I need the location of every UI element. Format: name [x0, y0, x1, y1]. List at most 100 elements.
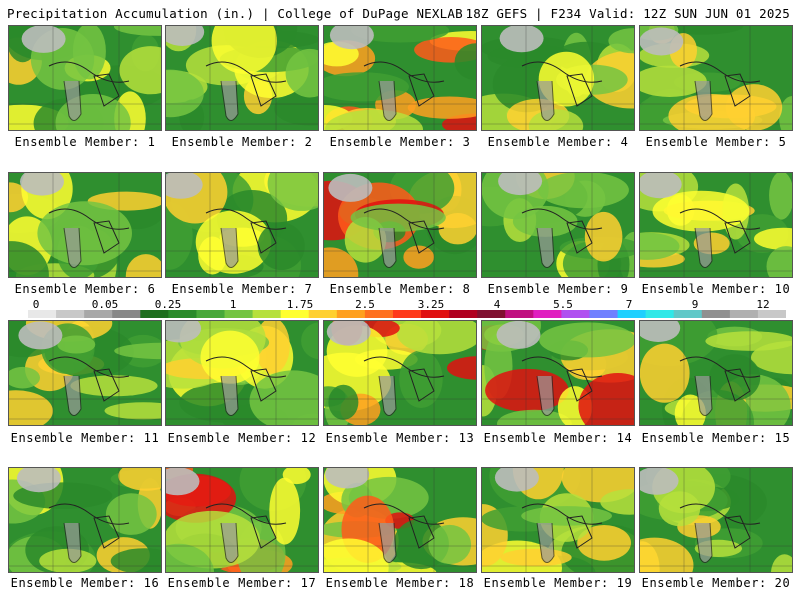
precip-map-icon	[640, 321, 792, 425]
header-title: Precipitation Accumulation (in.) | Colle…	[7, 6, 463, 21]
ensemble-member-map[interactable]	[639, 172, 793, 278]
scale-color-segment	[421, 310, 450, 318]
scale-color-segment	[505, 310, 534, 318]
ensemble-member-label: Ensemble Member: 5	[645, 135, 787, 149]
ensemble-member-label: Ensemble Member: 12	[167, 431, 317, 445]
precip-map-icon	[9, 26, 161, 130]
ensemble-member-label: Ensemble Member: 4	[487, 135, 629, 149]
scale-color-segment	[84, 310, 113, 318]
scale-color-segment	[757, 310, 786, 318]
ensemble-member-label: Ensemble Member: 10	[641, 282, 791, 296]
scale-color-segment	[477, 310, 506, 318]
ensemble-member-map[interactable]	[323, 172, 477, 278]
scale-tick-label: 4	[493, 298, 501, 311]
scale-color-segment	[645, 310, 675, 318]
ensemble-member-label: Ensemble Member: 14	[483, 431, 633, 445]
precip-map-icon	[324, 468, 476, 572]
ensemble-member-map[interactable]	[8, 320, 162, 426]
scale-color-segment	[701, 310, 731, 318]
scale-color-segment	[168, 310, 197, 318]
ensemble-member-map[interactable]	[165, 467, 319, 573]
scale-color-segment	[308, 310, 338, 318]
scale-color-segment	[140, 310, 169, 318]
precip-map-icon	[166, 321, 318, 425]
scale-color-segment	[112, 310, 141, 318]
ensemble-member-label: Ensemble Member: 15	[641, 431, 791, 445]
scale-tick-label: 0	[32, 298, 40, 311]
scale-color-segment	[449, 310, 478, 318]
ensemble-member-label: Ensemble Member: 9	[487, 282, 629, 296]
precip-map-icon	[9, 321, 161, 425]
scale-color-segment	[28, 310, 57, 318]
ensemble-member-map[interactable]	[639, 467, 793, 573]
scale-color-segment	[336, 310, 366, 318]
ensemble-member-map[interactable]	[165, 25, 319, 131]
precip-map-icon	[9, 173, 161, 277]
precip-map-icon	[482, 26, 634, 130]
ensemble-member-label: Ensemble Member: 3	[329, 135, 471, 149]
precip-map-icon	[482, 321, 634, 425]
ensemble-member-map[interactable]	[165, 320, 319, 426]
scale-color-segment	[364, 310, 394, 318]
scale-color-segment	[196, 310, 226, 318]
precip-map-icon	[166, 173, 318, 277]
scale-tick-label: 7	[625, 298, 633, 311]
ensemble-member-label: Ensemble Member: 18	[325, 576, 475, 590]
ensemble-member-map[interactable]	[8, 467, 162, 573]
ensemble-member-map[interactable]	[481, 25, 635, 131]
scale-tick-label: 1.75	[286, 298, 314, 311]
precip-map-icon	[9, 468, 161, 572]
ensemble-member-map[interactable]	[639, 320, 793, 426]
scale-color-segment	[589, 310, 619, 318]
scale-color-segment	[392, 310, 422, 318]
ensemble-member-label: Ensemble Member: 17	[167, 576, 317, 590]
precip-map-icon	[640, 468, 792, 572]
ensemble-member-label: Ensemble Member: 7	[171, 282, 313, 296]
precip-map-icon	[166, 468, 318, 572]
ensemble-member-label: Ensemble Member: 2	[171, 135, 313, 149]
ensemble-member-map[interactable]	[8, 25, 162, 131]
ensemble-member-label: Ensemble Member: 6	[14, 282, 156, 296]
scale-tick-label: 0.05	[91, 298, 119, 311]
ensemble-member-map[interactable]	[8, 172, 162, 278]
ensemble-member-map[interactable]	[481, 467, 635, 573]
ensemble-member-label: Ensemble Member: 16	[10, 576, 160, 590]
ensemble-member-map[interactable]	[481, 320, 635, 426]
ensemble-member-label: Ensemble Member: 11	[10, 431, 160, 445]
scale-tick-label: 12	[756, 298, 770, 311]
precip-map-icon	[640, 173, 792, 277]
ensemble-member-label: Ensemble Member: 19	[483, 576, 633, 590]
ensemble-member-label: Ensemble Member: 13	[325, 431, 475, 445]
precip-map-icon	[482, 468, 634, 572]
ensemble-member-map[interactable]	[323, 25, 477, 131]
ensemble-member-map[interactable]	[481, 172, 635, 278]
scale-tick-label: 1	[229, 298, 237, 311]
scale-tick-label: 9	[691, 298, 699, 311]
scale-color-segment	[56, 310, 85, 318]
ensemble-member-map[interactable]	[165, 172, 319, 278]
ensemble-member-map[interactable]	[323, 320, 477, 426]
scale-color-segment	[673, 310, 703, 318]
scale-tick-label: 2.5	[355, 298, 375, 311]
precip-map-icon	[324, 173, 476, 277]
ensemble-member-label: Ensemble Member: 20	[641, 576, 791, 590]
precip-map-icon	[324, 321, 476, 425]
color-scale: 0 0.05 0.25 1 1.75 2.5 3.25 4 5.5 7 9 12	[28, 298, 788, 322]
ensemble-member-map[interactable]	[323, 467, 477, 573]
precip-map-icon	[324, 26, 476, 130]
precip-map-icon	[166, 26, 318, 130]
ensemble-member-map[interactable]	[639, 25, 793, 131]
scale-tick-label: 0.25	[154, 298, 182, 311]
ensemble-member-label: Ensemble Member: 1	[14, 135, 156, 149]
precip-map-icon	[640, 26, 792, 130]
precip-map-icon	[482, 173, 634, 277]
ensemble-member-label: Ensemble Member: 8	[329, 282, 471, 296]
scale-color-segment	[224, 310, 254, 318]
scale-color-segment	[617, 310, 647, 318]
scale-color-segment	[533, 310, 562, 318]
header-valid-time: 18Z GEFS | F234 Valid: 12Z SUN JUN 01 20…	[465, 6, 790, 21]
scale-color-segment	[561, 310, 590, 318]
scale-color-segment	[280, 310, 310, 318]
scale-color-segment	[252, 310, 282, 318]
scale-color-segment	[729, 310, 759, 318]
